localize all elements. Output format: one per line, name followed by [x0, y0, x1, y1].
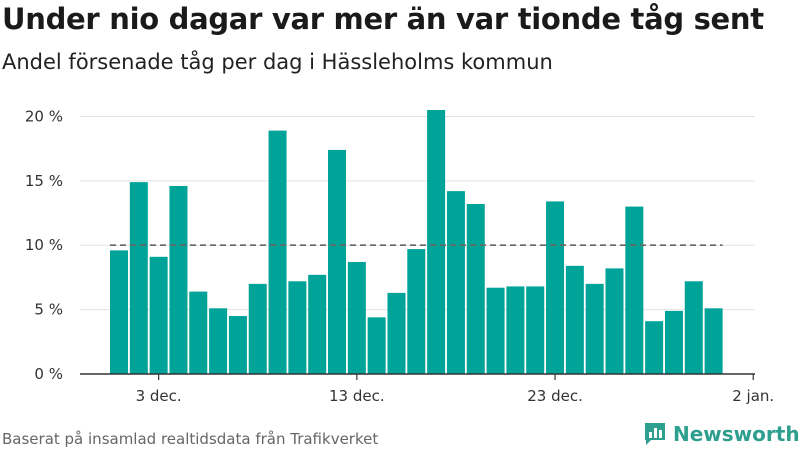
bar: [110, 250, 128, 374]
bar: [526, 286, 545, 374]
bar: [308, 274, 327, 374]
bar-chart: 0 % 5 % 10 % 15 % 20 % 3 dec. 13 dec. 23 dec. 2 …: [25, 107, 774, 405]
bar: [546, 201, 565, 374]
bar: [248, 283, 267, 374]
chart-subtitle: Andel försenade tåg per dag i Hässleholm…: [2, 50, 553, 74]
y-tick-label: 15 %: [25, 172, 63, 190]
bar: [387, 292, 406, 374]
bar: [407, 249, 426, 374]
bar: [704, 308, 723, 374]
bar: [209, 308, 228, 374]
bar: [645, 321, 664, 374]
bar: [228, 316, 247, 374]
y-tick-label: 0 %: [34, 365, 63, 383]
bar: [427, 110, 446, 374]
bar: [169, 185, 188, 374]
bar: [466, 204, 485, 374]
bar: [446, 191, 465, 374]
bar: [149, 256, 168, 374]
x-tick-label: 3 dec.: [136, 387, 182, 405]
x-tick-label: 13 dec.: [329, 387, 385, 405]
chart-title: Under nio dagar var mer än var tionde tå…: [2, 2, 764, 36]
x-tick-label: 23 dec.: [527, 387, 583, 405]
x-tick-label: 2 jan.: [732, 387, 774, 405]
y-tick-label: 5 %: [34, 301, 63, 319]
source-footnote: Baserat på insamlad realtidsdata från Tr…: [2, 430, 379, 448]
bar: [486, 287, 505, 374]
bar: [189, 291, 208, 374]
bar-chart-logo-icon: [645, 423, 665, 445]
bar: [328, 149, 347, 374]
bar: [565, 265, 584, 374]
y-tick-label: 20 %: [25, 107, 63, 125]
logo-text: Newsworthy: [673, 422, 800, 446]
bar: [506, 286, 525, 374]
bar: [585, 283, 604, 374]
newsworthy-logo: Newsworthy: [643, 420, 800, 448]
bar: [625, 206, 644, 374]
bar: [664, 310, 683, 374]
bar: [605, 268, 624, 374]
bar: [268, 130, 287, 374]
bar: [129, 182, 148, 374]
bar: [684, 281, 703, 374]
bar: [288, 281, 307, 374]
bar: [367, 317, 386, 374]
y-tick-label: 10 %: [25, 236, 63, 254]
bar: [347, 261, 366, 374]
